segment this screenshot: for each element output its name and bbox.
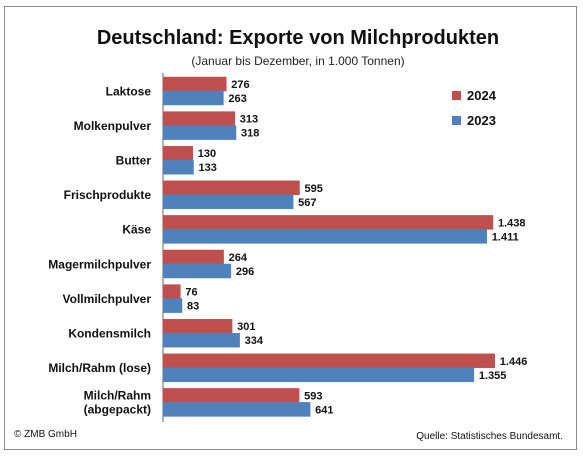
data-label-2023: 567 [298, 197, 316, 209]
chart-subtitle: (Januar bis Dezember, in 1.000 Tonnen) [191, 54, 404, 68]
category-label: Milch/Rahm [84, 389, 151, 403]
bar-2024 [162, 284, 181, 299]
bar-2024 [162, 76, 227, 92]
legend-swatch-2023 [452, 116, 461, 125]
category-label: Butter [116, 154, 152, 168]
copyright-note: © ZMB GmbH [14, 429, 77, 440]
bar-2024 [162, 215, 494, 230]
data-label-2024: 276 [231, 79, 249, 91]
bar-2023 [162, 90, 224, 106]
data-label-2023: 133 [199, 162, 217, 174]
chart-title: Deutschland: Exporte von Milchprodukten [97, 27, 499, 49]
bar-2023 [162, 125, 237, 140]
bars-group: Laktose 276 263 Molkenpulver 313 318 Butter 130… [48, 76, 528, 417]
category-label: Milch/Rahm (lose) [48, 361, 151, 375]
category-label: Frischprodukte [64, 188, 152, 202]
legend-swatch-2024 [452, 91, 461, 100]
bar-2023 [162, 367, 475, 383]
bar-2024 [162, 318, 233, 334]
data-label-2024: 76 [185, 287, 197, 299]
bar-2023 [162, 159, 194, 175]
data-label-2023: 83 [187, 301, 199, 313]
bar-2024 [162, 249, 224, 265]
data-label-2024: 1.438 [498, 217, 526, 229]
category-label: Magermilchpulver [48, 257, 151, 271]
data-label-2024: 301 [237, 321, 255, 333]
bar-2024 [162, 353, 496, 369]
data-label-2024: 264 [229, 252, 248, 264]
bar-2023 [162, 298, 183, 313]
data-label-2023: 334 [245, 335, 264, 347]
data-label-2023: 296 [236, 266, 254, 278]
legend: 2024 2023 [452, 88, 497, 128]
category-label: Kondensmilch [68, 327, 151, 341]
legend-label-2024: 2024 [467, 88, 497, 103]
data-label-2023: 641 [315, 404, 333, 416]
data-label-2023: 318 [241, 128, 259, 140]
category-label: Käse [122, 223, 151, 237]
category-label: Molkenpulver [74, 119, 152, 133]
category-label: Laktose [106, 84, 152, 98]
data-label-2024: 1.446 [500, 356, 528, 368]
data-label-2024: 595 [305, 183, 323, 195]
source-note: Quelle: Statistisches Bundesamt. [416, 431, 563, 442]
bar-2023 [162, 402, 311, 417]
bar-2023 [162, 332, 240, 348]
data-label-2024: 313 [240, 114, 258, 126]
data-label-2023: 263 [228, 93, 246, 105]
data-label-2023: 1.355 [479, 370, 507, 382]
data-label-2024: 593 [304, 390, 322, 402]
data-label-2024: 130 [198, 148, 216, 160]
bar-2023 [162, 263, 232, 279]
category-label: (abgepackt) [84, 403, 151, 417]
bar-2024 [162, 388, 300, 403]
category-label: Vollmilchpulver [63, 292, 152, 306]
legend-label-2023: 2023 [467, 113, 496, 128]
bar-2024 [162, 111, 236, 126]
bar-2023 [162, 229, 488, 244]
bar-2024 [162, 180, 300, 196]
bar-2024 [162, 145, 194, 161]
data-label-2023: 1.411 [492, 231, 519, 243]
bar-2023 [162, 194, 294, 210]
